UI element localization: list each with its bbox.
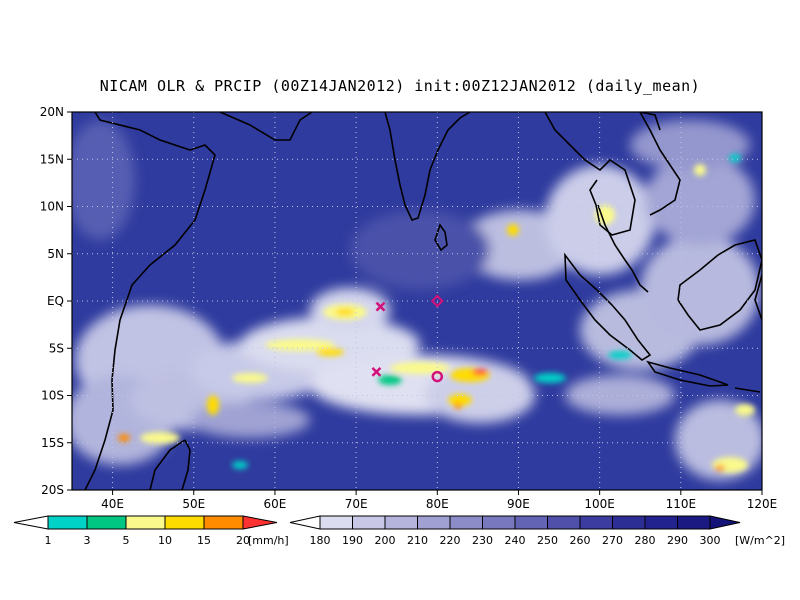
colorbar-box	[644, 515, 678, 530]
colorbar-box	[319, 515, 353, 530]
colorbar-box	[384, 515, 418, 530]
lon-tick-label: 110E	[666, 497, 697, 511]
map-title: NICAM OLR & PRCIP (00Z14JAN2012) init:00…	[99, 77, 701, 95]
colorbar-box	[579, 515, 613, 530]
lat-tick-label: 20N	[40, 105, 64, 119]
lon-tick-label: 50E	[182, 497, 205, 511]
colorbar-level-label: 1	[45, 534, 52, 547]
colorbar-level-label: 260	[570, 534, 591, 547]
coastlines	[84, 112, 762, 490]
lon-tick-label: 120E	[747, 497, 778, 511]
lat-tick-label: 10S	[41, 389, 64, 403]
colorbar-level-label: 270	[602, 534, 623, 547]
colorbar-box	[352, 515, 386, 530]
colorbar-unit-label: [W/m^2]	[735, 534, 785, 547]
colorbar-level-label: 300	[700, 534, 721, 547]
storm-marker-x	[375, 301, 386, 312]
colorbar-box	[449, 515, 483, 530]
colorbar-level-label: 20	[236, 534, 250, 547]
lat-tick-label: 20S	[41, 483, 64, 497]
colorbar-box	[203, 515, 244, 530]
lon-tick-label: 80E	[426, 497, 449, 511]
storm-markers	[371, 294, 444, 383]
storm-marker-diamond	[430, 294, 444, 308]
colorbar-box	[514, 515, 548, 530]
lat-tick-label: 10N	[40, 200, 64, 214]
lat-tick-label: EQ	[47, 294, 64, 308]
colorbar-level-label: 3	[84, 534, 91, 547]
colorbar-box	[86, 515, 127, 530]
colorbar-level-label: 290	[667, 534, 688, 547]
lon-tick-label: 40E	[101, 497, 124, 511]
colorbar-level-label: 280	[635, 534, 656, 547]
colorbar-box	[47, 515, 88, 530]
colorbar-box	[547, 515, 581, 530]
lon-tick-label: 60E	[264, 497, 287, 511]
lat-tick-label: 5S	[49, 341, 64, 355]
colorbar-level-label: 240	[505, 534, 526, 547]
longitude-axis: 40E 50E 60E 70E 80E 90E 100E 110E 120E	[101, 490, 777, 511]
colorbar-level-label: 250	[537, 534, 558, 547]
colorbar-level-label: 230	[472, 534, 493, 547]
colorbar-end-low	[13, 515, 49, 530]
latitude-axis: 20N 15N 10N 5N EQ 5S 10S 15S 20S	[40, 105, 72, 497]
colorbar-box	[677, 515, 711, 530]
lat-tick-label: 15S	[41, 436, 64, 450]
olr-colorbar: 180 190 200 210 220 230 240 250 260 270 280 290 300 […	[289, 515, 785, 547]
colorbar-level-label: 220	[440, 534, 461, 547]
storm-marker-x	[371, 366, 382, 377]
colorbar-box	[417, 515, 451, 530]
lon-tick-label: 100E	[584, 497, 615, 511]
colorbar-level-label: 10	[158, 534, 172, 547]
colorbar-end-high	[709, 515, 741, 530]
colorbar-box	[164, 515, 205, 530]
precip-colorbar: 1 3 5 10 15 20[mm/h]	[13, 515, 289, 547]
colorbar-level-label: 210	[407, 534, 428, 547]
colorbar-box	[125, 515, 166, 530]
lon-tick-label: 90E	[507, 497, 530, 511]
colorbar-end-high	[242, 515, 278, 530]
colorbar-level-label: 5	[123, 534, 130, 547]
lat-tick-label: 15N	[40, 152, 64, 166]
map-grid	[72, 112, 762, 490]
colorbar-level-label: 180	[310, 534, 331, 547]
lon-tick-label: 70E	[345, 497, 368, 511]
storm-marker-circle	[431, 370, 444, 383]
colorbar-level-label: 15	[197, 534, 211, 547]
colorbar-box	[612, 515, 646, 530]
colorbar-level-label: 200	[375, 534, 396, 547]
colorbar-end-low	[289, 515, 321, 530]
colorbar-level-label: 190	[342, 534, 363, 547]
colorbar-unit-label: [mm/h]	[248, 534, 289, 547]
lat-tick-label: 5N	[47, 247, 64, 261]
colorbar-box	[482, 515, 516, 530]
